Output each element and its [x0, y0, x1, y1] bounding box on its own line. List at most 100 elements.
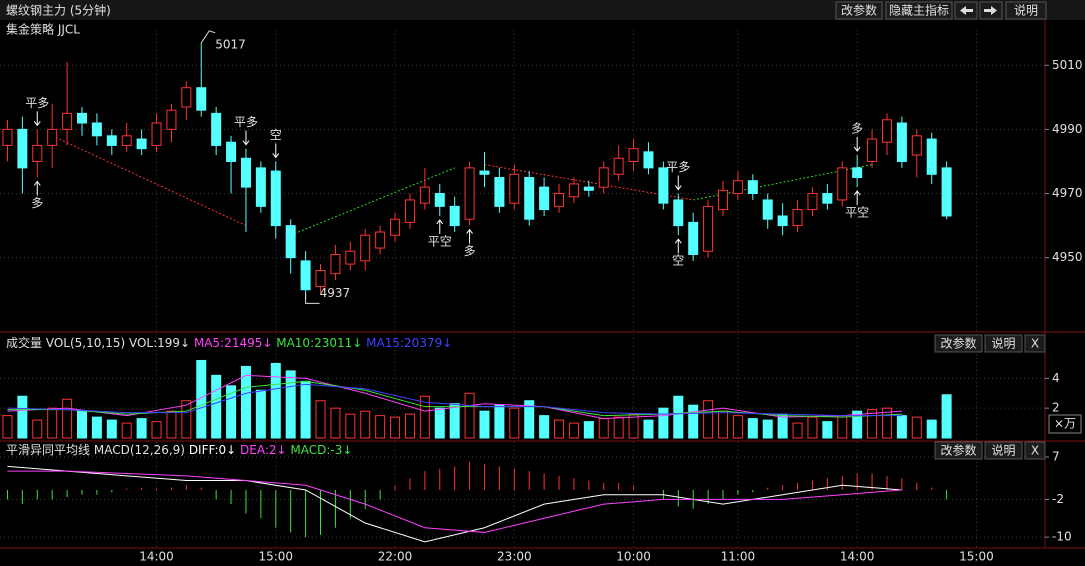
volume-bar [881, 407, 892, 439]
button-label[interactable]: 改参数 [940, 443, 976, 458]
candle-body [911, 135, 922, 156]
candle-body [106, 135, 117, 146]
panel-legend: 平滑异同平均线 MACD(12,26,9) DIFF:0↓ DEA:2↓ MAC… [6, 443, 352, 457]
trend-line [51, 135, 247, 227]
volume-bar [822, 421, 833, 439]
candle-body [285, 225, 296, 259]
button[interactable] [934, 441, 983, 460]
candle-body [703, 205, 714, 252]
y-tick-label: 5010 [1052, 58, 1083, 72]
candle-body [226, 141, 237, 162]
volume-bar [449, 403, 460, 439]
x-tick-label: 10:00 [616, 550, 651, 564]
button[interactable] [1024, 441, 1046, 460]
signal-label: 多 [464, 244, 476, 258]
volume-bar [255, 389, 266, 439]
signal-label: 平多 [234, 115, 258, 129]
right-arrow-icon[interactable] [984, 6, 997, 15]
signal-label: 平多 [666, 160, 690, 174]
volume-bar [166, 410, 177, 439]
series-line [7, 383, 902, 417]
signal-label: 多 [31, 196, 43, 210]
signal-arrow [674, 238, 682, 254]
candle-body [926, 138, 937, 175]
button-label[interactable]: 说明 [1014, 3, 1038, 18]
button[interactable] [984, 334, 1023, 353]
volume-bar [777, 413, 788, 439]
candle-body [62, 112, 73, 130]
candle-body [419, 186, 430, 204]
unit-box [1048, 414, 1082, 434]
button-label[interactable]: 说明 [991, 443, 1015, 458]
button[interactable] [885, 1, 953, 20]
candle-body [196, 87, 207, 111]
signal-arrow [436, 219, 444, 234]
volume-bar [434, 407, 445, 439]
candle-body [881, 119, 892, 143]
button-label[interactable]: X [1031, 337, 1039, 351]
panel-title: 集金策略 JJCL [6, 22, 80, 37]
candle-body [17, 128, 28, 169]
volume-bar [792, 422, 803, 439]
y-tick-label: -2 [1052, 492, 1064, 506]
volume-bar [62, 398, 73, 439]
candle-body [136, 138, 147, 150]
top-bar [0, 0, 1085, 20]
volume-bar [181, 400, 192, 439]
candle-body [166, 109, 177, 130]
volume-bar [240, 365, 251, 439]
x-tick-label: 15:00 [959, 550, 994, 564]
candle-body [76, 112, 87, 124]
y-tick-label: 4970 [1052, 186, 1083, 200]
candle-body [91, 122, 102, 137]
signal-label: 平空 [845, 206, 869, 220]
candle-body [568, 183, 579, 198]
button-label[interactable]: 隐藏主指标 [889, 3, 949, 18]
volume-bar [613, 416, 624, 439]
candle-body [32, 144, 43, 162]
volume-bar [688, 404, 699, 439]
volume-bar [628, 413, 639, 439]
candle-body [270, 170, 281, 227]
candle-body [643, 151, 654, 169]
candle-body [718, 189, 729, 211]
min-bracket [305, 293, 320, 304]
page-title: 螺纹钢主力 (5分钟) [6, 3, 111, 18]
button[interactable] [934, 334, 983, 353]
button[interactable] [1024, 334, 1046, 353]
volume-bar [509, 407, 520, 439]
y-tick-label: 2 [1052, 401, 1060, 415]
button-label[interactable]: 说明 [991, 336, 1015, 351]
left-arrow-icon[interactable] [960, 6, 973, 15]
candle-body [2, 128, 13, 146]
y-tick-label: 4990 [1052, 122, 1083, 136]
button-label[interactable]: X [1031, 444, 1039, 458]
candle-body [315, 269, 326, 288]
x-tick-label: 14:00 [840, 550, 875, 564]
legend-item: MA10:23011↓ [276, 336, 362, 350]
button[interactable] [1005, 1, 1047, 20]
button-label[interactable]: 改参数 [841, 3, 877, 18]
signal-arrow [853, 190, 861, 206]
candle-body [941, 167, 952, 217]
volume-bar [703, 400, 714, 439]
candle-body [330, 253, 341, 275]
legend-item: 平滑异同平均线 [6, 443, 90, 457]
candle-body [673, 199, 684, 227]
button[interactable] [984, 441, 1023, 460]
legend-item: VOL:199↓ [129, 336, 190, 350]
volume-bar [926, 419, 937, 439]
candle-body [822, 193, 833, 204]
signal-arrow [853, 137, 861, 152]
button[interactable] [835, 1, 883, 20]
volume-bar [673, 395, 684, 439]
volume-bar [583, 421, 594, 439]
y-tick-label: 4 [1052, 371, 1060, 385]
signal-label: 平空 [428, 234, 452, 248]
candle-body [404, 199, 415, 223]
volume-bar [658, 407, 669, 439]
trend-line [290, 167, 455, 236]
button-label[interactable]: 改参数 [940, 336, 976, 351]
